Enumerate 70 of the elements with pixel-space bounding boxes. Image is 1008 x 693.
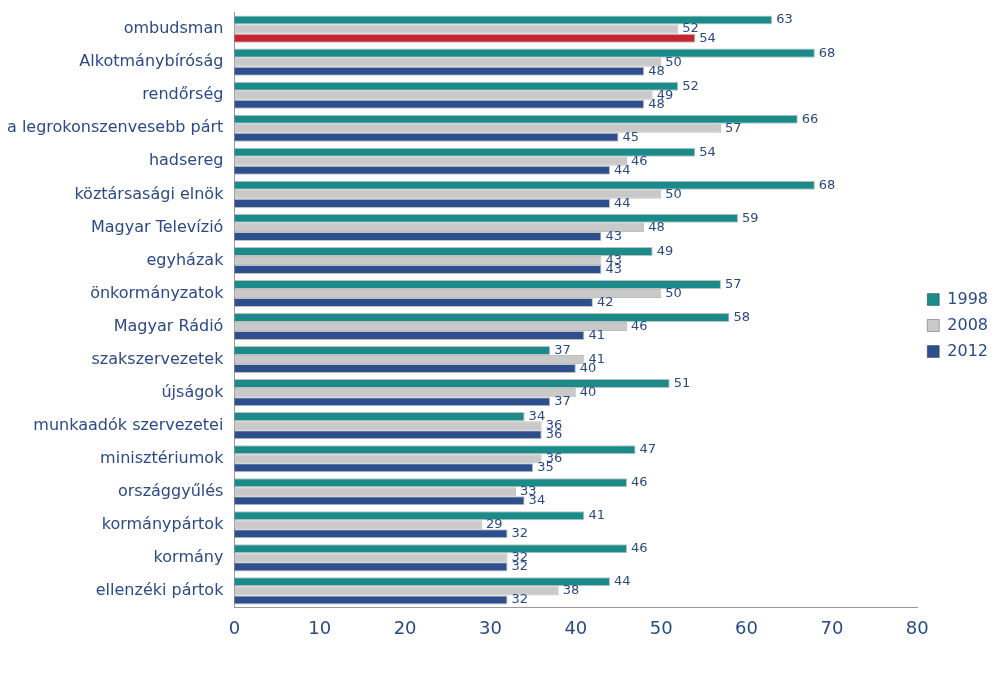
y-tick-label: minisztériumok (100, 447, 225, 467)
data-label: 34 (528, 408, 546, 423)
x-tick-label: 10 (308, 616, 332, 638)
data-label: 66 (801, 110, 819, 126)
data-label: 43 (605, 227, 622, 243)
y-tick-label: kormánypártok (101, 513, 225, 533)
data-label: 44 (613, 573, 631, 589)
data-label: 58 (733, 308, 751, 324)
data-label: 59 (742, 209, 759, 225)
y-tick-label: a legrokonszenvesebb párt (6, 117, 224, 137)
x-tick-label: 80 (905, 616, 929, 638)
y-tick-label: újságok (161, 381, 225, 401)
data-label: 42 (596, 293, 614, 309)
y-tick-label: Magyar Televízió (90, 216, 224, 236)
y-tick-label: Alkotmánybíróság (79, 51, 224, 71)
data-label: 51 (673, 374, 691, 390)
legend-label: 2008 (947, 314, 988, 334)
data-label: 68 (818, 176, 836, 192)
data-label: 38 (562, 582, 580, 598)
data-label: 48 (648, 62, 665, 78)
y-tick-label: ombudsman (123, 18, 224, 38)
data-label: 46 (631, 317, 648, 333)
data-label: 68 (818, 44, 836, 60)
y-tick-label: hadsereg (148, 150, 224, 170)
data-label: 41 (588, 326, 605, 342)
data-label: 37 (554, 341, 571, 357)
x-tick-label: 50 (649, 616, 673, 638)
y-tick-label: ellenzéki pártok (95, 580, 225, 600)
y-tick-label: országgyűlés (117, 480, 224, 500)
y-tick-label: Magyar Rádió (113, 315, 224, 335)
x-tick-label: 40 (564, 616, 588, 638)
data-label: 40 (579, 383, 597, 399)
data-label: 47 (639, 441, 657, 457)
data-label: 32 (511, 525, 529, 541)
x-tick-label: 60 (735, 616, 759, 638)
legend-label: 1998 (947, 288, 988, 308)
data-label: 44 (613, 194, 631, 210)
data-label: 57 (724, 119, 742, 135)
data-label: 57 (724, 275, 742, 291)
data-label: 50 (665, 185, 682, 201)
data-label: 46 (631, 152, 648, 168)
x-tick-label: 30 (479, 616, 502, 638)
y-tick-label: önkormányzatok (90, 282, 225, 302)
data-label: 50 (665, 53, 682, 69)
data-label: 54 (699, 143, 716, 159)
data-label: 32 (511, 591, 529, 607)
data-label: 41 (588, 507, 605, 523)
data-label: 46 (631, 474, 648, 490)
x-tick-label: 20 (393, 616, 417, 638)
data-label: 50 (665, 284, 682, 300)
data-label: 46 (631, 540, 648, 556)
data-label: 63 (776, 11, 793, 27)
data-label: 37 (554, 393, 571, 409)
data-label: 52 (682, 77, 699, 93)
data-label: 44 (613, 161, 631, 177)
data-label: 52 (682, 20, 699, 36)
y-tick-label: egyházak (146, 249, 225, 269)
data-label: 54 (699, 29, 716, 45)
data-label: 48 (648, 218, 665, 234)
data-label: 45 (622, 128, 640, 144)
x-tick-label: 70 (820, 616, 844, 638)
x-tick-label: 0 (228, 616, 241, 638)
y-tick-label: kormány (153, 546, 224, 566)
y-tick-label: szakszervezetek (91, 348, 225, 368)
y-tick-label: köztársasági elnök (74, 183, 225, 203)
data-label: 29 (485, 516, 503, 532)
data-label: 49 (656, 242, 674, 258)
legend-label: 2012 (947, 340, 988, 360)
y-tick-label: munkaadók szervezetei (33, 414, 224, 434)
y-tick-label: rendőrség (142, 84, 224, 104)
